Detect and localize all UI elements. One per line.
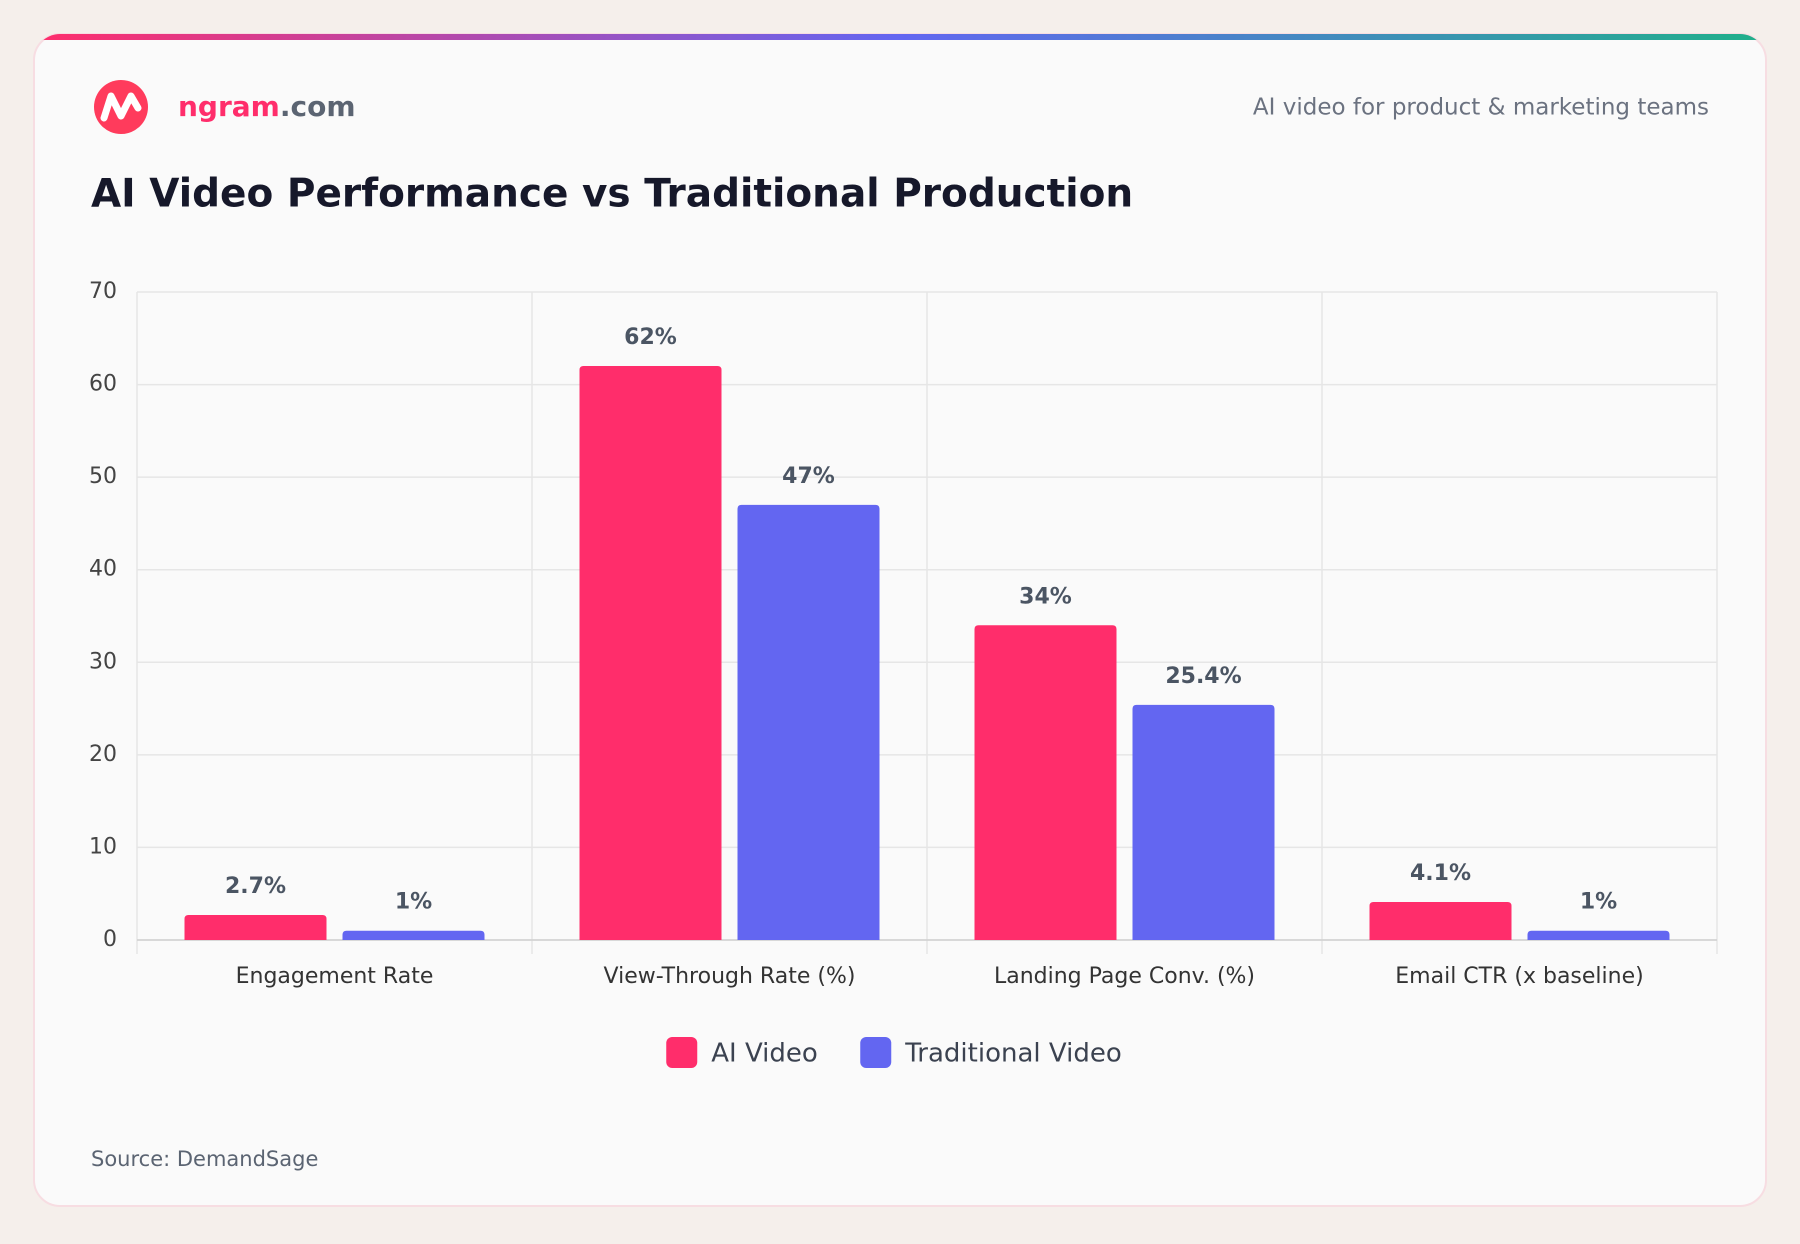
bar xyxy=(1369,902,1512,940)
brand: ngram.com xyxy=(178,90,356,123)
y-tick-label: 40 xyxy=(89,557,117,582)
y-tick-label: 50 xyxy=(89,464,117,489)
brand-suffix: .com xyxy=(280,90,356,123)
y-tick-label: 60 xyxy=(89,372,117,397)
y-tick-label: 70 xyxy=(89,279,117,304)
tagline: AI video for product & marketing teams xyxy=(1253,95,1709,121)
data-label: 1% xyxy=(1580,890,1617,915)
data-label: 2.7% xyxy=(225,874,286,899)
legend-label: AI Video xyxy=(711,1039,818,1069)
x-tick-label: Engagement Rate xyxy=(236,964,434,989)
data-label: 25.4% xyxy=(1165,664,1241,689)
x-tick-label: Landing Page Conv. (%) xyxy=(994,964,1255,989)
data-label: 62% xyxy=(624,325,677,350)
data-label: 34% xyxy=(1019,584,1072,609)
data-label: 4.1% xyxy=(1410,861,1471,886)
bar xyxy=(974,625,1117,940)
y-tick-label: 10 xyxy=(89,834,117,859)
bar xyxy=(1132,704,1275,940)
logo xyxy=(94,80,148,134)
y-tick-label: 20 xyxy=(89,742,117,767)
source: Source: DemandSage xyxy=(91,1147,318,1171)
brand-name: ngram xyxy=(178,90,280,123)
chart-title: AI Video Performance vs Traditional Prod… xyxy=(91,172,1133,217)
y-tick-label: 0 xyxy=(103,927,117,952)
data-label: 1% xyxy=(395,890,432,915)
x-tick-label: View-Through Rate (%) xyxy=(604,964,856,989)
legend-label: Traditional Video xyxy=(904,1039,1121,1069)
legend-swatch xyxy=(860,1037,892,1068)
bar xyxy=(737,504,880,940)
bar xyxy=(1527,930,1670,940)
bar xyxy=(184,915,327,940)
bar xyxy=(342,930,485,940)
legend-swatch xyxy=(666,1037,698,1068)
bar xyxy=(579,366,722,940)
y-tick-label: 30 xyxy=(89,649,117,674)
x-tick-label: Email CTR (x baseline) xyxy=(1395,964,1643,989)
data-label: 47% xyxy=(782,464,835,489)
card-accent xyxy=(34,34,1766,40)
